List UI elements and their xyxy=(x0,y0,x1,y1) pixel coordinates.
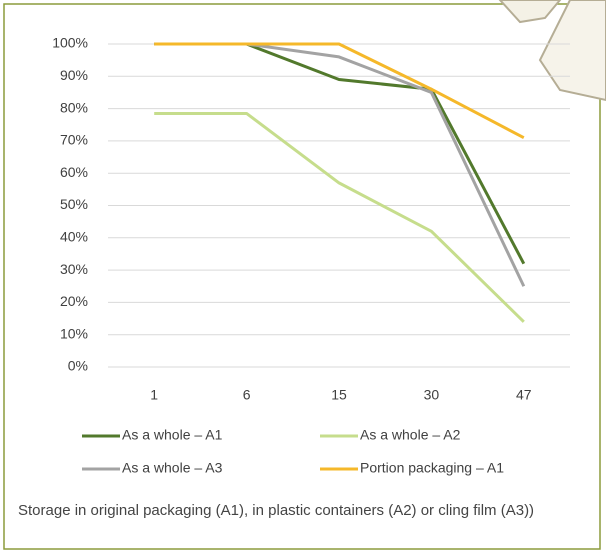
cheese-decoration xyxy=(498,0,606,102)
x-tick-label: 6 xyxy=(243,387,251,403)
y-tick-label: 60% xyxy=(60,164,88,180)
y-tick-label: 90% xyxy=(60,67,88,83)
legend-label: Portion packaging – A1 xyxy=(360,460,504,476)
x-tick-label: 1 xyxy=(150,387,158,403)
legend-label: As a whole – A2 xyxy=(360,427,461,443)
frame xyxy=(3,3,601,550)
caption: Storage in original packaging (A1), in p… xyxy=(18,502,535,519)
legend-label: As a whole – A1 xyxy=(122,427,223,443)
legend-label: As a whole – A3 xyxy=(122,460,223,476)
series-line xyxy=(154,42,525,139)
y-tick-label: 100% xyxy=(52,35,88,51)
y-tick-label: 30% xyxy=(60,261,88,277)
x-tick-label: 15 xyxy=(331,387,347,403)
y-tick-label: 40% xyxy=(60,229,88,245)
y-tick-label: 0% xyxy=(68,358,88,374)
y-tick-label: 50% xyxy=(60,196,88,212)
x-tick-label: 30 xyxy=(424,387,440,403)
y-tick-label: 20% xyxy=(60,293,88,309)
series-line xyxy=(154,111,525,323)
y-tick-label: 10% xyxy=(60,325,88,341)
series-line xyxy=(154,42,526,265)
y-tick-label: 80% xyxy=(60,99,88,115)
y-tick-label: 70% xyxy=(60,132,88,148)
x-tick-label: 47 xyxy=(516,387,532,403)
